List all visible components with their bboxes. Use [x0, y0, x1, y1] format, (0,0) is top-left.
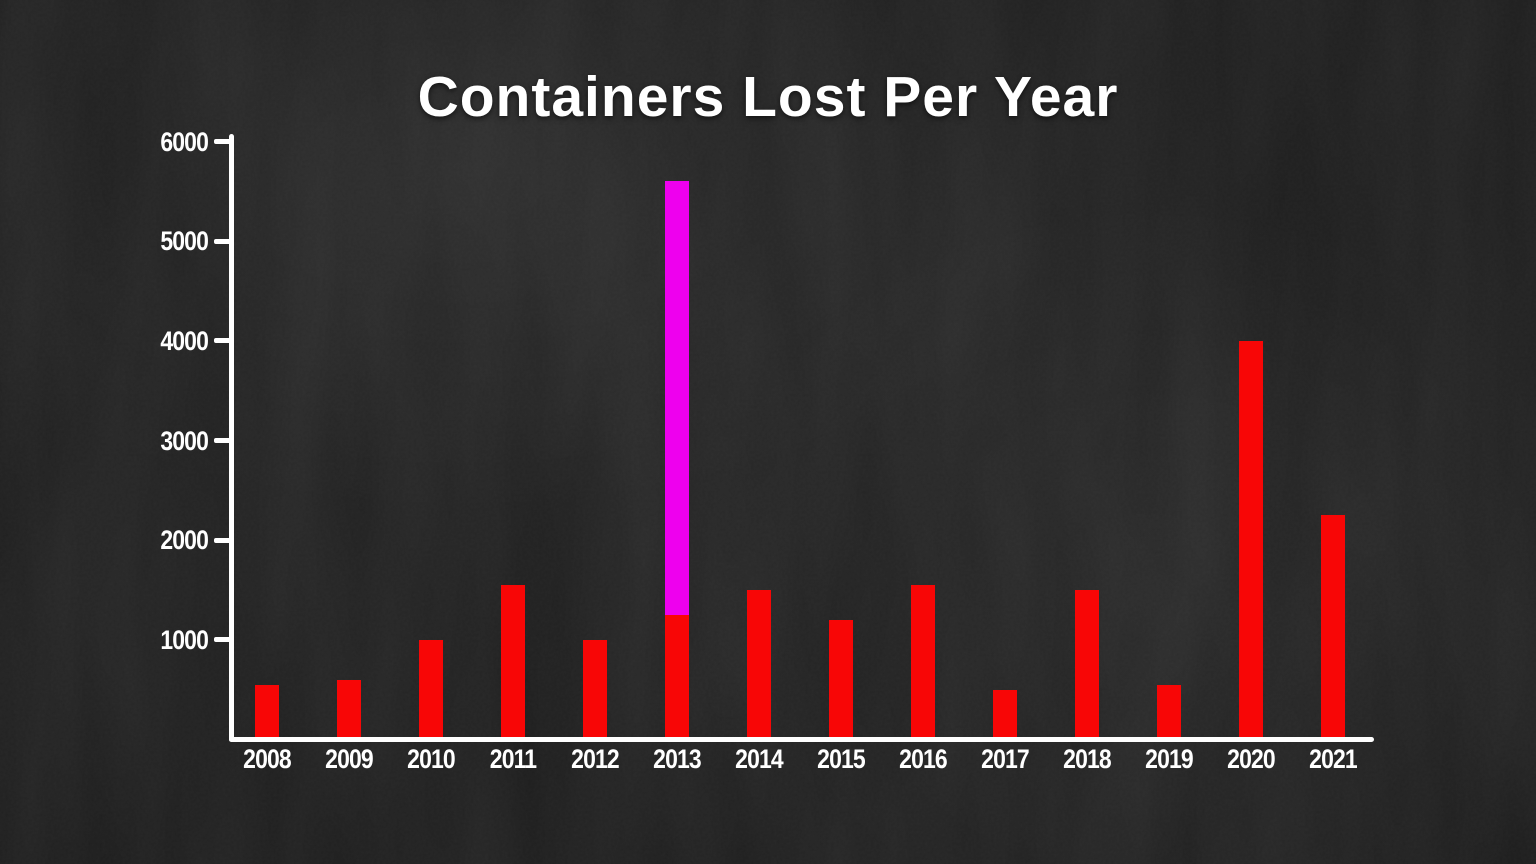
x-label-2013: 2013 — [653, 744, 702, 774]
bar-2018-segment — [1075, 590, 1099, 740]
x-label-2019: 2019 — [1145, 744, 1194, 774]
y-tick-label-1000: 1000 — [160, 624, 209, 655]
y-tick-label-4000: 4000 — [160, 325, 209, 356]
bar-2013-highlight-segment — [665, 181, 689, 615]
y-tick-label-2000: 2000 — [160, 525, 209, 556]
bar-2016-segment — [911, 585, 935, 740]
x-label-2020: 2020 — [1227, 744, 1276, 774]
bar-2017-segment — [993, 689, 1017, 740]
x-label-2014: 2014 — [735, 744, 784, 774]
bar-2008-segment — [255, 684, 279, 740]
x-label-2017: 2017 — [981, 744, 1030, 774]
x-label-2015: 2015 — [817, 744, 866, 774]
y-axis-line — [229, 134, 234, 742]
bar-2015-segment — [829, 619, 853, 740]
y-tick-label-6000: 6000 — [160, 126, 209, 157]
bar-2021-segment — [1321, 515, 1345, 740]
y-tick-label-5000: 5000 — [160, 226, 209, 257]
x-label-2008: 2008 — [243, 744, 292, 774]
bar-2013-segment — [665, 614, 689, 740]
bar-2010-segment — [419, 639, 443, 740]
x-label-2016: 2016 — [899, 744, 948, 774]
x-label-2011: 2011 — [489, 744, 537, 774]
x-label-2009: 2009 — [325, 744, 374, 774]
bar-2019-segment — [1157, 684, 1181, 740]
x-axis-line — [229, 737, 1374, 742]
bar-2012-segment — [583, 639, 607, 740]
bar-2014-segment — [747, 590, 771, 740]
x-label-2018: 2018 — [1063, 744, 1112, 774]
bar-2011-segment — [501, 585, 525, 740]
bar-2020-segment — [1239, 340, 1263, 740]
bar-2009-segment — [337, 679, 361, 740]
x-label-2012: 2012 — [571, 744, 620, 774]
y-tick-label-3000: 3000 — [160, 425, 209, 456]
x-label-2010: 2010 — [407, 744, 456, 774]
chart-title: Containers Lost Per Year — [417, 65, 1119, 129]
x-label-2021: 2021 — [1309, 744, 1358, 774]
